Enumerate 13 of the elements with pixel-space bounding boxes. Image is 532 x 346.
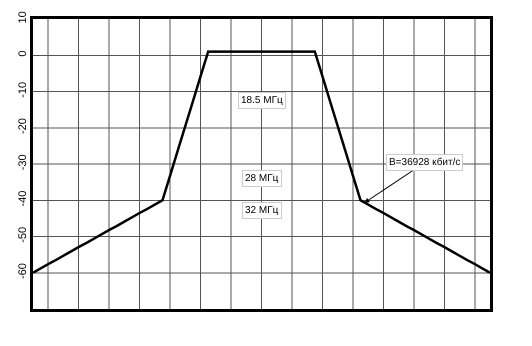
annotation: 18.5 МГц xyxy=(241,95,283,106)
line-series xyxy=(33,50,490,274)
y-tick-label: 10 xyxy=(16,11,29,24)
y-tick-label: -30 xyxy=(16,154,29,170)
y-tick-label: -50 xyxy=(16,226,29,243)
y-tick-label: -20 xyxy=(16,118,29,134)
y-tick-label: -40 xyxy=(16,190,29,207)
annotation: 32 МГц xyxy=(245,205,279,216)
y-tick-label: -10 xyxy=(16,82,29,98)
annotation: B=36928 кбит/с xyxy=(389,157,460,168)
annotation: 28 МГц xyxy=(245,173,279,184)
y-tick-label: 0 xyxy=(16,50,29,57)
y-tick-label: -60 xyxy=(16,263,29,280)
